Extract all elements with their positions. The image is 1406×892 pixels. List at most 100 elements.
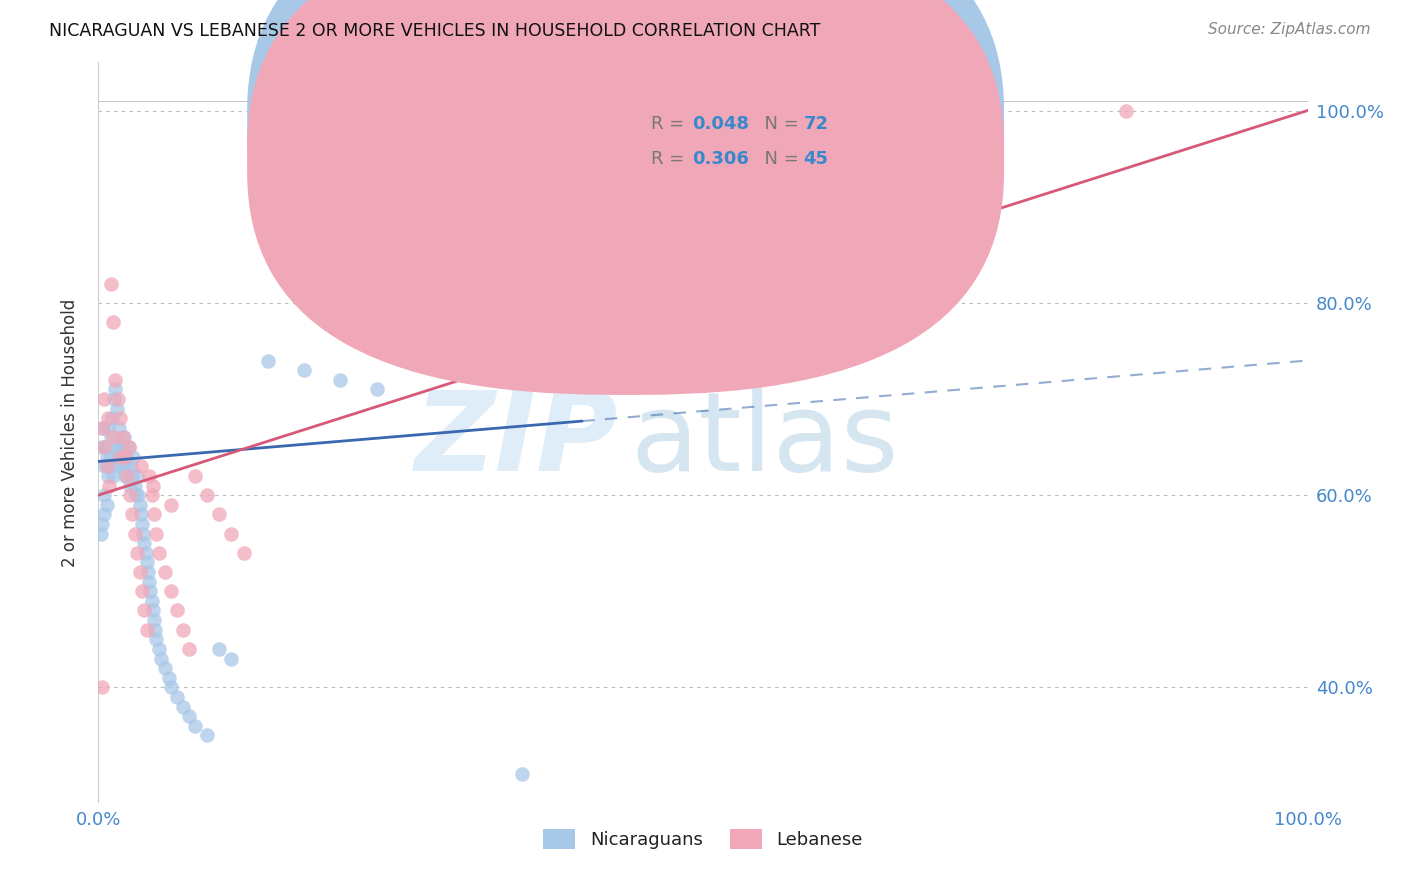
Point bbox=[179, 709, 201, 723]
Point bbox=[179, 642, 201, 657]
Text: NICARAGUAN VS LEBANESE 2 OR MORE VEHICLES IN HOUSEHOLD CORRELATION CHART: NICARAGUAN VS LEBANESE 2 OR MORE VEHICLE… bbox=[49, 22, 821, 40]
Point bbox=[104, 373, 127, 387]
Point bbox=[160, 498, 183, 512]
Point bbox=[329, 373, 352, 387]
Legend: Nicaraguans, Lebanese: Nicaraguans, Lebanese bbox=[536, 822, 870, 856]
Point bbox=[121, 508, 143, 522]
Text: 72: 72 bbox=[803, 115, 828, 133]
Point bbox=[114, 450, 136, 464]
Point bbox=[184, 719, 207, 733]
Point bbox=[208, 642, 231, 657]
Point bbox=[142, 603, 165, 617]
Point bbox=[138, 469, 160, 483]
Point bbox=[91, 516, 114, 531]
Point bbox=[91, 681, 114, 695]
Y-axis label: 2 or more Vehicles in Household: 2 or more Vehicles in Household bbox=[60, 299, 79, 566]
FancyBboxPatch shape bbox=[247, 0, 1004, 395]
Point bbox=[97, 411, 120, 425]
Point bbox=[160, 584, 183, 599]
Point bbox=[135, 623, 157, 637]
Point bbox=[153, 661, 176, 675]
Point bbox=[101, 315, 124, 329]
Point bbox=[98, 459, 121, 474]
Text: ZIP: ZIP bbox=[415, 386, 619, 493]
Point bbox=[195, 488, 218, 502]
Point bbox=[150, 651, 173, 665]
Point bbox=[132, 526, 155, 541]
Point bbox=[221, 526, 243, 541]
Point bbox=[131, 584, 153, 599]
Point bbox=[98, 478, 121, 492]
Point bbox=[145, 632, 167, 647]
Point bbox=[129, 508, 152, 522]
Point bbox=[96, 459, 118, 474]
Point bbox=[143, 508, 166, 522]
Point bbox=[93, 488, 115, 502]
Point bbox=[100, 411, 122, 425]
Point bbox=[93, 392, 115, 406]
Point bbox=[118, 440, 141, 454]
Point bbox=[135, 556, 157, 570]
Point bbox=[232, 546, 254, 560]
Point bbox=[121, 469, 143, 483]
Point bbox=[172, 623, 194, 637]
Point bbox=[111, 459, 134, 474]
Point bbox=[127, 546, 149, 560]
Point bbox=[366, 382, 388, 396]
Point bbox=[111, 430, 134, 444]
Point bbox=[96, 498, 118, 512]
Point bbox=[184, 469, 207, 483]
Point bbox=[112, 430, 135, 444]
Text: 0.048: 0.048 bbox=[692, 115, 749, 133]
Text: R =: R = bbox=[651, 115, 690, 133]
Point bbox=[153, 565, 176, 579]
Point bbox=[134, 536, 156, 550]
Point bbox=[105, 401, 128, 416]
Point bbox=[134, 603, 156, 617]
Point bbox=[221, 651, 243, 665]
Point bbox=[118, 488, 141, 502]
Point bbox=[510, 767, 533, 781]
Point bbox=[166, 690, 188, 704]
Point bbox=[124, 526, 146, 541]
Point bbox=[118, 440, 141, 454]
Point bbox=[131, 516, 153, 531]
Point bbox=[97, 421, 120, 435]
Point bbox=[120, 459, 142, 474]
Point bbox=[108, 421, 131, 435]
Point bbox=[172, 699, 194, 714]
Point bbox=[143, 613, 166, 627]
Point bbox=[100, 430, 122, 444]
Text: N =: N = bbox=[752, 150, 804, 168]
Point bbox=[122, 450, 145, 464]
Point bbox=[160, 681, 183, 695]
Point bbox=[101, 430, 124, 444]
Point bbox=[292, 363, 315, 377]
Point bbox=[117, 469, 139, 483]
Point bbox=[108, 411, 131, 425]
Point bbox=[128, 565, 150, 579]
Point bbox=[100, 450, 122, 464]
Point bbox=[91, 440, 114, 454]
Point bbox=[105, 440, 128, 454]
Point bbox=[117, 459, 139, 474]
Point bbox=[127, 488, 149, 502]
Point bbox=[100, 277, 122, 291]
Point bbox=[104, 382, 127, 396]
Point bbox=[127, 469, 149, 483]
Point bbox=[108, 450, 131, 464]
Point bbox=[195, 729, 218, 743]
Point bbox=[111, 440, 134, 454]
Point bbox=[1115, 103, 1137, 118]
Point bbox=[124, 478, 146, 492]
Text: Source: ZipAtlas.com: Source: ZipAtlas.com bbox=[1208, 22, 1371, 37]
Point bbox=[208, 508, 231, 522]
Point bbox=[101, 469, 124, 483]
Point bbox=[115, 450, 138, 464]
Text: R =: R = bbox=[651, 150, 690, 168]
Point bbox=[110, 450, 132, 464]
Text: atlas: atlas bbox=[630, 386, 898, 493]
Point bbox=[93, 440, 115, 454]
Point bbox=[128, 498, 150, 512]
Point bbox=[141, 488, 163, 502]
